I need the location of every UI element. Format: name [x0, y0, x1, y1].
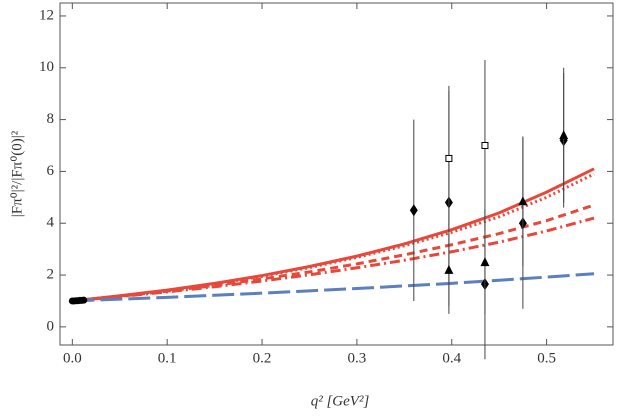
square-point [481, 142, 489, 149]
x-axis-label: q² [GeV²] [311, 393, 370, 409]
y-tick-label: 6 [47, 163, 55, 179]
triangle-point [480, 257, 490, 267]
series-line [72, 272, 595, 303]
x-tick-label: 0.5 [537, 350, 556, 366]
y-tick-label: 4 [47, 215, 55, 231]
y-tick-label: 10 [39, 59, 54, 75]
y-tick-label: 8 [47, 111, 55, 127]
triangle-point [518, 196, 528, 206]
x-tick-label: 0.3 [348, 350, 367, 366]
x-tick-label: 0.0 [63, 350, 82, 366]
diamond-point [409, 204, 418, 217]
triangle-point [444, 264, 454, 274]
series-line [72, 203, 595, 303]
square-point [445, 154, 453, 162]
x-tick-label: 0.2 [253, 350, 272, 366]
dot-point [80, 296, 88, 304]
series-line [72, 167, 595, 303]
series-line [72, 216, 595, 303]
plot-frame [59, 2, 614, 346]
y-tick-label: 12 [39, 7, 54, 23]
x-tick-label: 0.1 [158, 350, 177, 366]
triangle-point [559, 130, 569, 140]
y-tick-label: 2 [47, 266, 55, 282]
y-tick-label: 0 [47, 318, 55, 334]
y-axis-label: |Fπ⁰|²/|Fπ⁰(0)|² [9, 130, 25, 217]
x-tick-label: 0.4 [442, 350, 461, 366]
